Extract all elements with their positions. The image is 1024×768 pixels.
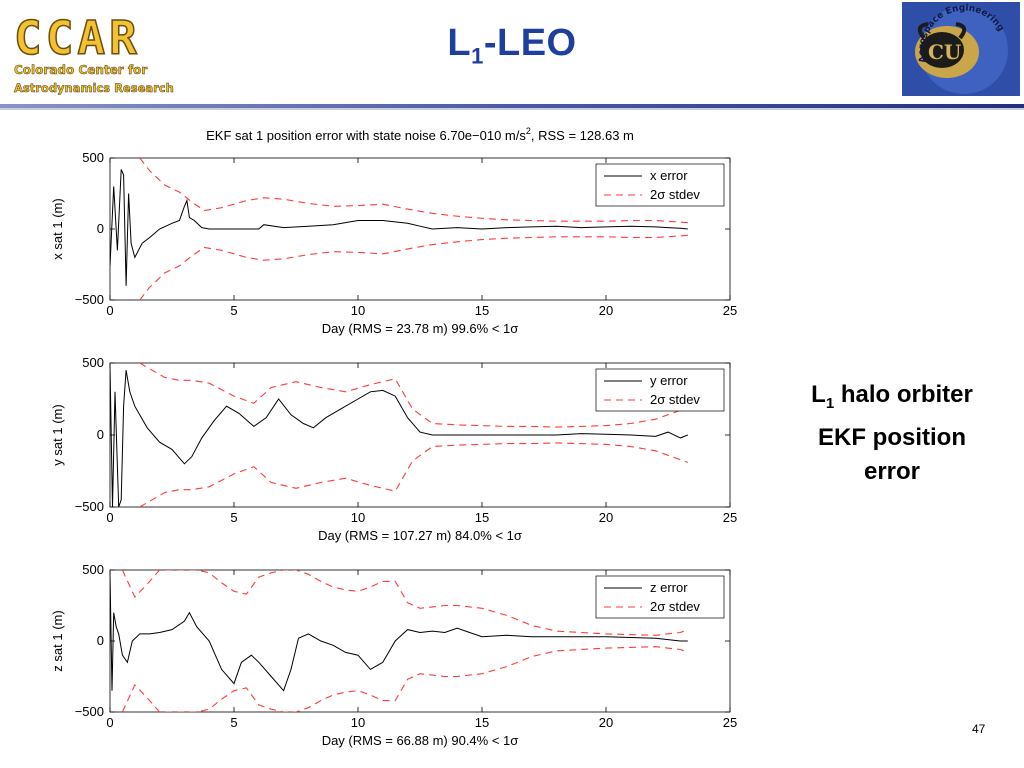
series-group <box>110 158 688 300</box>
legend-label: z error <box>650 580 688 595</box>
x-tick-label: 5 <box>230 715 237 730</box>
legend-label: 2σ stdev <box>650 187 700 202</box>
error-line <box>110 365 688 507</box>
x-tick-label: 5 <box>230 303 237 318</box>
chart-title-main: EKF sat 1 position error with state nois… <box>206 128 526 143</box>
cu-aerospace-logo: CU Aerospace Engineering <box>902 2 1020 96</box>
x-tick-label: 10 <box>351 303 365 318</box>
x-tick-label: 15 <box>475 303 489 318</box>
x-tick-label: 0 <box>106 510 113 525</box>
chart-title-sup: 2 <box>526 126 531 136</box>
legend-label: 2σ stdev <box>650 599 700 614</box>
stdev-bound-lower <box>121 646 689 712</box>
y-axis-label: z sat 1 (m) <box>50 610 65 671</box>
y-axis-label: x sat 1 (m) <box>50 198 65 259</box>
x-tick-label: 25 <box>723 303 737 318</box>
x-tick-label: 10 <box>351 715 365 730</box>
legend-box <box>595 368 725 412</box>
y-tick-label: 500 <box>82 562 104 577</box>
legend-box <box>595 575 725 619</box>
ccar-logo-line1: Colorado Center for <box>14 63 147 77</box>
x-tick-label: 20 <box>599 715 613 730</box>
legend-label: y error <box>650 373 688 388</box>
y-tick-label: 0 <box>97 633 104 648</box>
y-axis-label: y sat 1 (m) <box>50 404 65 465</box>
slide-number: 47 <box>972 722 986 736</box>
y-tick-label: 0 <box>97 427 104 442</box>
header-divider-shadow <box>0 108 1024 110</box>
ccar-logo-line2: Astrodynamics Research <box>14 81 174 95</box>
x-tick-label: 15 <box>475 510 489 525</box>
chart-title-rest: , RSS = 128.63 m <box>531 128 634 143</box>
legend-label: 2σ stdev <box>650 392 700 407</box>
legend-label: x error <box>650 168 688 183</box>
x-tick-label: 0 <box>106 715 113 730</box>
y-tick-label: 0 <box>97 221 104 236</box>
x-tick-label: 25 <box>723 510 737 525</box>
header-divider <box>0 104 1024 108</box>
x-tick-label: 5 <box>230 510 237 525</box>
side-caption-line1: L1 halo orbiter <box>811 381 973 412</box>
ccar-logo-letters: CCAR <box>14 11 141 65</box>
stdev-bound-upper <box>121 570 689 636</box>
slide-header: CCAR Colorado Center for Astrodynamics R… <box>0 0 1024 110</box>
side-caption-line2: EKF position <box>818 423 966 451</box>
series-group <box>110 363 688 507</box>
y-tick-label: −500 <box>75 292 104 307</box>
x-tick-label: 0 <box>106 303 113 318</box>
legend-box <box>595 163 725 207</box>
chart-title: EKF sat 1 position error with state nois… <box>206 126 634 143</box>
x-tick-label: 10 <box>351 510 365 525</box>
error-line <box>110 574 688 692</box>
side-caption: L1 halo orbiter EKF position error <box>772 378 1012 489</box>
x-tick-label: 20 <box>599 510 613 525</box>
x-axis-label: Day (RMS = 23.78 m) 99.6% < 1σ <box>322 321 519 336</box>
stdev-bound-lower <box>139 234 688 300</box>
x-axis-label: Day (RMS = 107.27 m) 84.0% < 1σ <box>318 528 522 543</box>
y-tick-label: −500 <box>75 499 104 514</box>
side-caption-line3: error <box>863 457 921 485</box>
y-tick-label: 500 <box>82 355 104 370</box>
legend: z error 2σ stdev <box>595 575 725 619</box>
y-tick-label: 500 <box>82 150 104 165</box>
x-tick-label: 20 <box>599 303 613 318</box>
legend: y error 2σ stdev <box>595 368 725 412</box>
series-group <box>110 570 689 712</box>
cu-emblem-text: CU <box>928 40 961 64</box>
y-tick-label: −500 <box>75 704 104 719</box>
stdev-bound-upper <box>139 158 688 224</box>
ccar-logo: CCAR Colorado Center for Astrodynamics R… <box>8 10 193 98</box>
x-axis-label: Day (RMS = 66.88 m) 90.4% < 1σ <box>322 733 519 748</box>
x-tick-label: 15 <box>475 715 489 730</box>
error-line <box>110 169 688 286</box>
legend: x error 2σ stdev <box>595 163 725 207</box>
x-tick-label: 25 <box>723 715 737 730</box>
page-title: L1-LEO <box>447 22 577 69</box>
